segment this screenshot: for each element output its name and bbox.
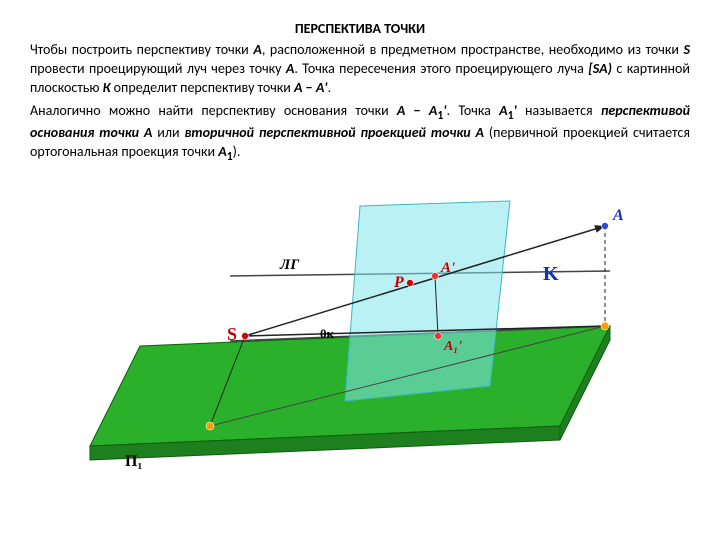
svg-text:ЛГ: ЛГ: [279, 257, 300, 273]
svg-text:A': A': [440, 260, 455, 276]
svg-text:S: S: [227, 324, 237, 344]
svg-text:A₁': A₁': [443, 339, 462, 354]
svg-text:П₁: П₁: [125, 453, 142, 470]
diagram-svg: S P A' A₁' A K ЛГ 0к П₁: [80, 176, 640, 476]
svg-text:P: P: [393, 274, 404, 291]
svg-text:K: K: [543, 263, 559, 285]
page-title: ПЕРСПЕКТИВА ТОЧКИ: [30, 20, 690, 39]
paragraph-1: Чтобы построить перспективу точки А, рас…: [30, 41, 690, 98]
svg-text:A: A: [612, 207, 624, 224]
paragraph-2: Аналогично можно найти перспективу основ…: [30, 102, 690, 166]
perspective-diagram: S P A' A₁' A K ЛГ 0к П₁: [30, 176, 690, 476]
svg-text:0к: 0к: [320, 326, 335, 341]
